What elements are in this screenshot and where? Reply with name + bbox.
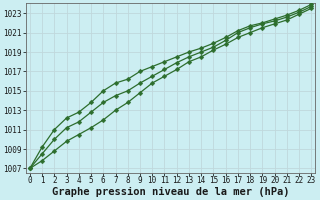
X-axis label: Graphe pression niveau de la mer (hPa): Graphe pression niveau de la mer (hPa) (52, 186, 289, 197)
